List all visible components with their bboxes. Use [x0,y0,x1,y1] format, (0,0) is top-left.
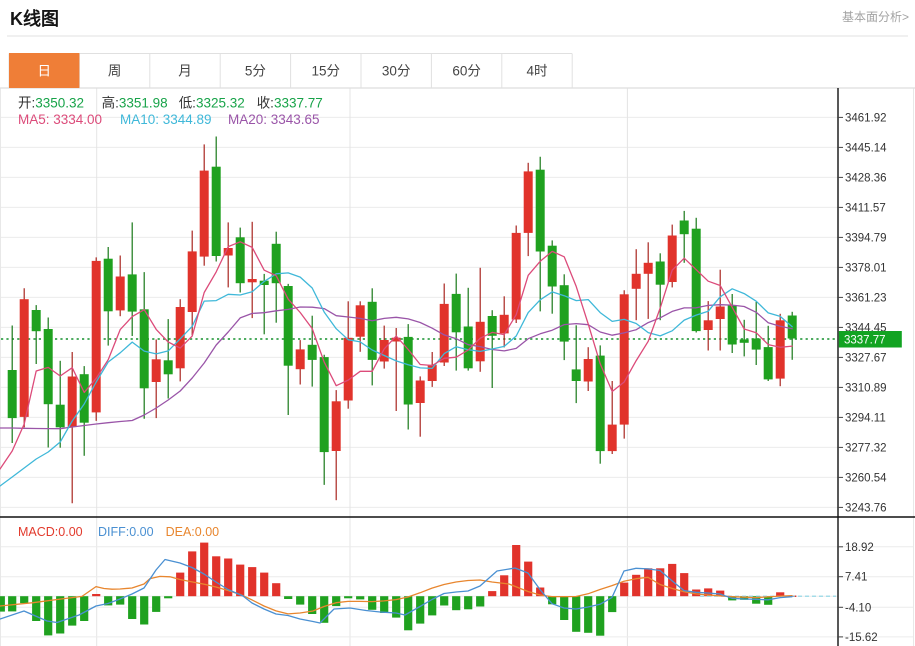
svg-text:高:3351.98: 高:3351.98 [102,95,168,111]
svg-text:5分: 5分 [245,64,266,79]
svg-text:MACD:0.00: MACD:0.00 [18,525,83,539]
svg-text:收:3337.77: 收:3337.77 [257,96,323,111]
svg-text:-15.62: -15.62 [845,632,878,644]
svg-text:低:3325.32: 低:3325.32 [179,96,245,111]
svg-text:3411.57: 3411.57 [845,202,886,214]
svg-text:3260.54: 3260.54 [845,472,887,484]
svg-text:3243.76: 3243.76 [845,502,887,514]
svg-text:月: 月 [178,64,192,79]
svg-text:DEA:0.00: DEA:0.00 [166,525,220,539]
svg-text:7.41: 7.41 [845,572,867,584]
svg-text:3337.77: 3337.77 [844,334,886,346]
svg-text:3461.92: 3461.92 [845,112,887,124]
svg-text:3294.11: 3294.11 [845,412,886,424]
svg-text:30分: 30分 [382,64,411,79]
svg-text:MA5: 3334.00: MA5: 3334.00 [18,112,102,127]
svg-text:3428.36: 3428.36 [845,172,887,184]
svg-text:3361.23: 3361.23 [845,292,887,304]
svg-text:3277.32: 3277.32 [845,442,887,454]
svg-text:18.92: 18.92 [845,542,874,554]
svg-text:DIFF:0.00: DIFF:0.00 [98,525,154,539]
svg-text:3327.67: 3327.67 [845,352,887,364]
svg-text:-4.10: -4.10 [845,602,871,614]
svg-text:15分: 15分 [312,64,341,79]
svg-text:4时: 4时 [526,64,547,79]
svg-text:3378.01: 3378.01 [845,262,887,274]
svg-text:MA10: 3344.89: MA10: 3344.89 [120,112,212,127]
svg-text:60分: 60分 [452,64,481,79]
svg-text:MA20: 3343.65: MA20: 3343.65 [228,112,320,127]
svg-text:3394.79: 3394.79 [845,232,887,244]
svg-text:日: 日 [37,64,51,79]
svg-text:3310.89: 3310.89 [845,382,887,394]
svg-text:3445.14: 3445.14 [845,142,887,154]
svg-text:周: 周 [108,64,122,79]
svg-text:开:3350.32: 开:3350.32 [18,96,84,111]
